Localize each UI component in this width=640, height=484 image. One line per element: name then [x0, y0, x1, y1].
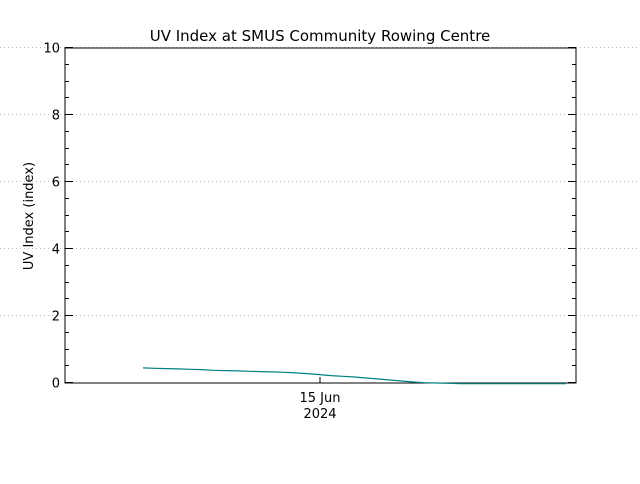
- y-tick-label: 0: [52, 377, 60, 392]
- series: [142, 367, 566, 385]
- y-tick-label: 4: [52, 243, 60, 258]
- x-tick-label: 15 Jun: [300, 391, 341, 406]
- grid: [0, 47, 640, 316]
- x-tick-label-year: 2024: [303, 407, 336, 422]
- y-tick-label: 2: [52, 310, 60, 325]
- uv-index-series-line: [142, 367, 566, 385]
- chart-title: UV Index at SMUS Community Rowing Centre: [150, 27, 491, 45]
- y-tick-label: 8: [52, 109, 60, 124]
- y-axis-label: UV Index (index): [22, 162, 37, 270]
- y-tick-label: 6: [52, 176, 60, 191]
- y-tick-labels: 0 2 4 6 8 10: [43, 42, 60, 392]
- plot-frame: [64, 47, 577, 384]
- axis-ticks: [65, 47, 576, 383]
- y-tick-label: 10: [43, 42, 60, 57]
